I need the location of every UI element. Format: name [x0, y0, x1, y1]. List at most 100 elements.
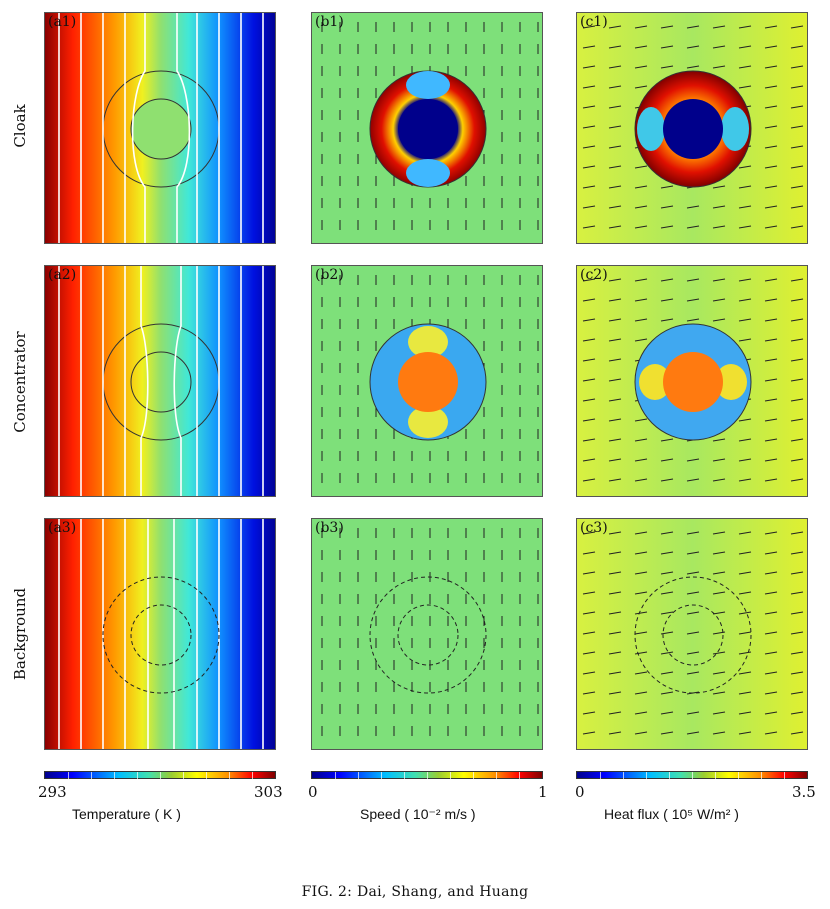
flux-arrow: [634, 65, 648, 69]
flux-arrow: [634, 531, 648, 535]
flux-arrow: [764, 611, 778, 615]
flux-arrow: [712, 651, 726, 655]
flux-arrow: [686, 225, 700, 229]
flux-arrow: [790, 478, 804, 482]
panel-label-a1: (a1): [48, 14, 77, 30]
flux-arrow: [634, 458, 648, 462]
flux-arrow: [634, 85, 648, 89]
flux-arrow: [634, 298, 648, 302]
flux-arrow: [660, 691, 674, 695]
flux-arrow: [790, 591, 804, 595]
flux-arrow: [764, 398, 778, 402]
flux-arrow: [660, 571, 674, 575]
panel-label-c1: (c1): [580, 14, 608, 30]
flux-arrow: [712, 205, 726, 209]
flux-arrow: [764, 205, 778, 209]
flux-arrow: [764, 145, 778, 149]
colorbar-tick: [496, 772, 497, 780]
flux-arrow: [738, 731, 752, 735]
flux-arrow: [738, 298, 752, 302]
flux-arrow: [686, 611, 700, 615]
colorbar-tick: [473, 772, 474, 780]
flux-arrow: [660, 671, 674, 675]
panel-a1-temperature-cloak: (a1): [44, 12, 276, 244]
flux-arrow: [790, 398, 804, 402]
panel-label-a2: (a2): [48, 267, 77, 283]
flux-arrow: [660, 298, 674, 302]
flux-arrow: [764, 571, 778, 575]
flux-arrow: [764, 25, 778, 29]
flux-arrow: [790, 25, 804, 29]
colorbar-temperature-title: Temperature ( K ): [72, 806, 181, 822]
flux-arrow: [608, 531, 622, 535]
flux-arrow: [738, 85, 752, 89]
flux-arrow: [790, 45, 804, 49]
flux-arrow: [634, 611, 648, 615]
colorbar-tick: [252, 772, 253, 780]
flux-arrow: [686, 458, 700, 462]
flux-arrow: [582, 165, 596, 169]
flux-arrow: [712, 611, 726, 615]
flux-arrow: [634, 338, 648, 342]
flux-arrow: [764, 591, 778, 595]
flux-arrow: [660, 458, 674, 462]
colorbar-tick: [761, 772, 762, 780]
flux-arrow: [790, 571, 804, 575]
flux-arrow: [608, 671, 622, 675]
flux-arrow: [790, 551, 804, 555]
colorbar-tick: [404, 772, 405, 780]
flux-arrow: [790, 691, 804, 695]
flux-arrow: [764, 438, 778, 442]
panel-label-b1: (b1): [315, 14, 344, 30]
flux-arrow: [660, 25, 674, 29]
flux-arrow: [582, 731, 596, 735]
flux-arrow: [686, 631, 700, 635]
colorbar-temperature-max: 303: [254, 783, 283, 801]
flux-arrow: [608, 65, 622, 69]
flux-arrow: [608, 185, 622, 189]
flux-arrow: [790, 611, 804, 615]
flux-arrow: [738, 438, 752, 442]
flux-arrow: [582, 591, 596, 595]
flux-arrow: [738, 551, 752, 555]
flux-arrow: [608, 651, 622, 655]
flux-arrow: [738, 651, 752, 655]
colorbar-tick: [229, 772, 230, 780]
flux-arrow: [634, 651, 648, 655]
colorbar-temperature-min: 293: [38, 783, 67, 801]
flux-arrow: [790, 731, 804, 735]
colorbar-speed-title: Speed ( 10⁻² m/s ): [360, 806, 476, 822]
flux-arrow: [712, 438, 726, 442]
flux-arrow: [712, 318, 726, 322]
colorbar-heat-flux-min: 0: [575, 783, 585, 801]
flux-arrow: [738, 205, 752, 209]
flux-arrow: [764, 418, 778, 422]
flux-arrow: [608, 551, 622, 555]
flux-arrow: [582, 478, 596, 482]
flux-arrow: [582, 418, 596, 422]
colorbar-tick: [91, 772, 92, 780]
flux-arrow: [582, 105, 596, 109]
flux-arrow: [764, 631, 778, 635]
flux-arrow: [608, 438, 622, 442]
colorbar-tick: [183, 772, 184, 780]
flux-arrow: [790, 105, 804, 109]
flux-arrow: [582, 338, 596, 342]
colorbar-tick: [381, 772, 382, 780]
flux-arrow: [608, 85, 622, 89]
colorbar-tick: [715, 772, 716, 780]
flux-arrow: [764, 378, 778, 382]
flux-arrow: [634, 671, 648, 675]
flux-arrow: [712, 731, 726, 735]
flux-arrow: [764, 85, 778, 89]
flux-arrow: [790, 185, 804, 189]
flux-arrow: [712, 531, 726, 535]
flux-arrow: [634, 478, 648, 482]
colorbar-tick: [114, 772, 115, 780]
flux-arrow: [712, 298, 726, 302]
colorbar-temperature: [44, 771, 276, 780]
flux-arrow: [608, 731, 622, 735]
flux-arrow: [686, 571, 700, 575]
flux-arrow: [660, 531, 674, 535]
flux-arrow: [582, 278, 596, 282]
